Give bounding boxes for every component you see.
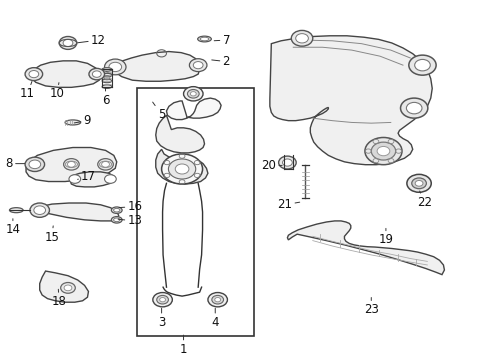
- Text: 21: 21: [277, 198, 299, 211]
- Text: 3: 3: [158, 308, 165, 329]
- Ellipse shape: [113, 208, 120, 212]
- Ellipse shape: [102, 73, 112, 77]
- Ellipse shape: [111, 217, 122, 223]
- Circle shape: [193, 62, 203, 69]
- Text: 11: 11: [20, 81, 35, 100]
- Ellipse shape: [113, 218, 120, 222]
- Ellipse shape: [111, 207, 122, 213]
- Circle shape: [153, 293, 172, 307]
- Polygon shape: [30, 61, 101, 87]
- Polygon shape: [70, 172, 114, 187]
- Circle shape: [411, 178, 426, 189]
- Circle shape: [370, 142, 395, 160]
- Circle shape: [69, 175, 81, 183]
- Text: 5: 5: [152, 102, 165, 121]
- Ellipse shape: [200, 37, 208, 41]
- Polygon shape: [113, 51, 199, 81]
- Text: 1: 1: [180, 335, 187, 356]
- Polygon shape: [269, 36, 431, 165]
- Circle shape: [157, 296, 168, 304]
- Text: 15: 15: [44, 226, 59, 244]
- Polygon shape: [26, 148, 117, 181]
- Ellipse shape: [197, 36, 211, 42]
- Circle shape: [30, 203, 49, 217]
- Circle shape: [161, 154, 202, 184]
- Circle shape: [278, 156, 296, 169]
- Circle shape: [183, 87, 203, 101]
- Circle shape: [25, 68, 42, 81]
- Circle shape: [109, 62, 122, 72]
- Text: 18: 18: [52, 289, 66, 308]
- Circle shape: [282, 159, 292, 166]
- Text: 2: 2: [211, 55, 229, 68]
- Circle shape: [187, 90, 199, 98]
- Polygon shape: [156, 149, 207, 184]
- Circle shape: [34, 206, 45, 215]
- Text: 22: 22: [417, 191, 431, 209]
- Text: 19: 19: [378, 228, 393, 247]
- Circle shape: [414, 59, 429, 71]
- Text: 17: 17: [78, 170, 96, 183]
- Circle shape: [168, 159, 195, 179]
- Circle shape: [364, 138, 401, 165]
- Circle shape: [295, 33, 308, 43]
- Ellipse shape: [102, 68, 112, 71]
- Circle shape: [189, 59, 206, 72]
- Text: 8: 8: [5, 157, 24, 170]
- Circle shape: [63, 159, 79, 170]
- Circle shape: [406, 174, 430, 192]
- Circle shape: [67, 162, 75, 167]
- Text: 9: 9: [74, 114, 91, 127]
- Circle shape: [92, 71, 101, 77]
- Circle shape: [414, 180, 422, 186]
- Text: 12: 12: [78, 33, 106, 46]
- Circle shape: [190, 92, 196, 96]
- Circle shape: [376, 147, 389, 156]
- Text: 20: 20: [261, 159, 282, 172]
- Ellipse shape: [102, 85, 112, 89]
- Text: 6: 6: [102, 88, 109, 107]
- Circle shape: [214, 298, 220, 302]
- Text: 13: 13: [118, 215, 142, 228]
- Polygon shape: [35, 203, 119, 221]
- Circle shape: [25, 157, 44, 171]
- Ellipse shape: [9, 208, 23, 213]
- Circle shape: [64, 285, 72, 291]
- Polygon shape: [40, 271, 88, 302]
- Circle shape: [291, 30, 312, 46]
- Text: 14: 14: [5, 219, 20, 237]
- Polygon shape: [166, 98, 221, 120]
- Text: 4: 4: [211, 308, 219, 329]
- Circle shape: [211, 296, 223, 304]
- Text: 16: 16: [119, 200, 142, 213]
- Circle shape: [104, 59, 126, 75]
- Circle shape: [29, 71, 39, 78]
- Ellipse shape: [102, 79, 112, 83]
- Circle shape: [61, 283, 75, 293]
- Circle shape: [159, 298, 165, 302]
- Polygon shape: [287, 221, 444, 275]
- Bar: [137, 89, 254, 336]
- Circle shape: [98, 159, 113, 170]
- Circle shape: [104, 175, 116, 183]
- Circle shape: [406, 102, 421, 114]
- Text: 10: 10: [49, 83, 64, 100]
- Circle shape: [59, 36, 77, 49]
- Circle shape: [175, 164, 188, 174]
- Ellipse shape: [65, 120, 81, 125]
- Text: 7: 7: [214, 33, 229, 46]
- Circle shape: [408, 55, 435, 75]
- Text: 23: 23: [363, 297, 378, 316]
- Circle shape: [207, 293, 227, 307]
- Circle shape: [102, 162, 109, 167]
- Circle shape: [400, 98, 427, 118]
- Circle shape: [29, 160, 41, 168]
- Circle shape: [63, 39, 73, 46]
- Polygon shape: [156, 115, 204, 153]
- Circle shape: [89, 68, 104, 80]
